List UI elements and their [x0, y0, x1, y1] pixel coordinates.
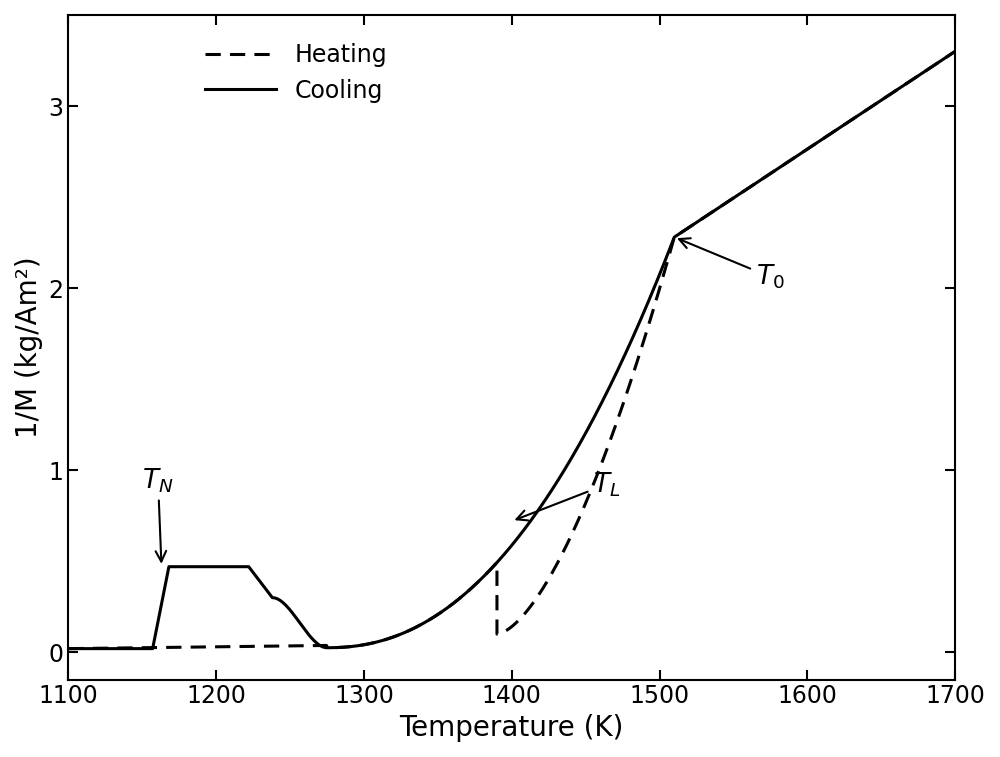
Text: $T_N$: $T_N$ — [142, 466, 174, 562]
Legend: Heating, Cooling: Heating, Cooling — [195, 33, 397, 112]
Text: $T_0$: $T_0$ — [679, 238, 784, 291]
Text: $T_L$: $T_L$ — [517, 470, 620, 520]
Y-axis label: 1/M (kg/Am²): 1/M (kg/Am²) — [15, 257, 43, 438]
X-axis label: Temperature (K): Temperature (K) — [400, 714, 624, 742]
